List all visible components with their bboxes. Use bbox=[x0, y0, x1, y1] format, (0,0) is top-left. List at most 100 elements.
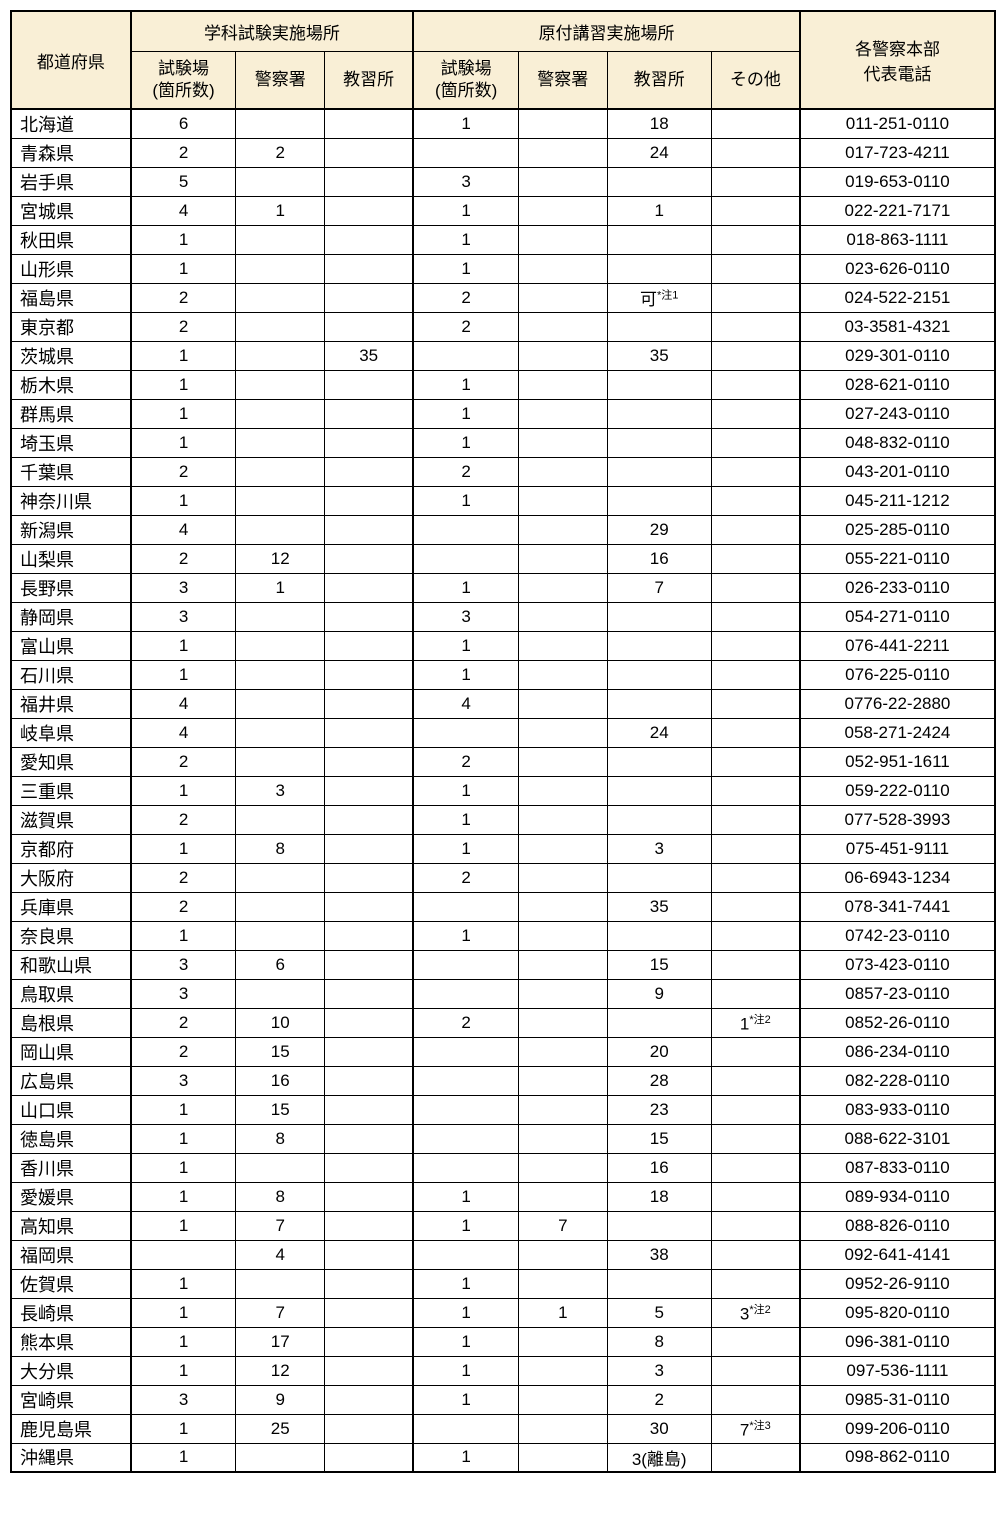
cell-exam-police bbox=[236, 979, 325, 1008]
cell-exam-school bbox=[325, 312, 414, 341]
cell-course-other bbox=[711, 805, 800, 834]
cell-exam-center: 2 bbox=[131, 138, 236, 167]
cell-course-center: 1 bbox=[413, 1356, 518, 1385]
cell-course-police bbox=[518, 486, 607, 515]
cell-course-police bbox=[518, 1182, 607, 1211]
cell-phone: 0742-23-0110 bbox=[800, 921, 995, 950]
cell-phone: 077-528-3993 bbox=[800, 805, 995, 834]
cell-course-other bbox=[711, 718, 800, 747]
cell-prefecture: 滋賀県 bbox=[11, 805, 131, 834]
cell-exam-center: 1 bbox=[131, 1443, 236, 1472]
cell-course-school: 7 bbox=[607, 573, 711, 602]
cell-exam-center: 1 bbox=[131, 1414, 236, 1443]
cell-phone: 027-243-0110 bbox=[800, 399, 995, 428]
cell-phone: 048-832-0110 bbox=[800, 428, 995, 457]
cell-course-other bbox=[711, 370, 800, 399]
cell-phone: 0776-22-2880 bbox=[800, 689, 995, 718]
table-row: 岐阜県424058-271-2424 bbox=[11, 718, 995, 747]
cell-course-school: 8 bbox=[607, 1327, 711, 1356]
cell-exam-school bbox=[325, 660, 414, 689]
cell-phone: 076-225-0110 bbox=[800, 660, 995, 689]
cell-phone: 026-233-0110 bbox=[800, 573, 995, 602]
cell-course-center bbox=[413, 892, 518, 921]
table-row: 京都府1813075-451-9111 bbox=[11, 834, 995, 863]
cell-course-school: 3 bbox=[607, 834, 711, 863]
cell-exam-center: 2 bbox=[131, 1008, 236, 1037]
cell-exam-school bbox=[325, 515, 414, 544]
cell-exam-police bbox=[236, 631, 325, 660]
cell-exam-police bbox=[236, 921, 325, 950]
cell-exam-center: 1 bbox=[131, 660, 236, 689]
table-row: 福井県440776-22-2880 bbox=[11, 689, 995, 718]
cell-prefecture: 埼玉県 bbox=[11, 428, 131, 457]
cell-course-police bbox=[518, 109, 607, 138]
cell-course-school: 15 bbox=[607, 1124, 711, 1153]
table-row: 愛媛県18118089-934-0110 bbox=[11, 1182, 995, 1211]
cell-course-school bbox=[607, 863, 711, 892]
cell-course-other bbox=[711, 544, 800, 573]
cell-phone: 025-285-0110 bbox=[800, 515, 995, 544]
cell-exam-center: 1 bbox=[131, 631, 236, 660]
table-row: 大阪府2206-6943-1234 bbox=[11, 863, 995, 892]
cell-course-police bbox=[518, 979, 607, 1008]
cell-course-center bbox=[413, 544, 518, 573]
table-row: 鳥取県390857-23-0110 bbox=[11, 979, 995, 1008]
cell-exam-police: 3 bbox=[236, 776, 325, 805]
cell-course-center bbox=[413, 1153, 518, 1182]
table-row: 徳島県1815088-622-3101 bbox=[11, 1124, 995, 1153]
cell-course-police bbox=[518, 1153, 607, 1182]
cell-exam-center: 1 bbox=[131, 1124, 236, 1153]
cell-exam-center: 4 bbox=[131, 196, 236, 225]
cell-prefecture: 秋田県 bbox=[11, 225, 131, 254]
cell-exam-school bbox=[325, 1414, 414, 1443]
table-row: 宮城県4111022-221-7171 bbox=[11, 196, 995, 225]
cell-course-center: 3 bbox=[413, 167, 518, 196]
cell-exam-school bbox=[325, 370, 414, 399]
cell-course-center: 1 bbox=[413, 776, 518, 805]
cell-prefecture: 山口県 bbox=[11, 1095, 131, 1124]
cell-exam-center: 2 bbox=[131, 1037, 236, 1066]
cell-course-center: 1 bbox=[413, 631, 518, 660]
cell-course-other bbox=[711, 602, 800, 631]
cell-exam-police bbox=[236, 283, 325, 312]
table-row: 石川県11076-225-0110 bbox=[11, 660, 995, 689]
cell-course-other bbox=[711, 776, 800, 805]
cell-exam-school bbox=[325, 776, 414, 805]
cell-phone: 089-934-0110 bbox=[800, 1182, 995, 1211]
cell-course-police: 1 bbox=[518, 1298, 607, 1327]
table-row: 北海道6118011-251-0110 bbox=[11, 109, 995, 138]
cell-exam-center: 1 bbox=[131, 776, 236, 805]
cell-exam-school bbox=[325, 1182, 414, 1211]
cell-course-center: 1 bbox=[413, 805, 518, 834]
cell-phone: 082-228-0110 bbox=[800, 1066, 995, 1095]
cell-phone: 058-271-2424 bbox=[800, 718, 995, 747]
cell-course-other: 3*注2 bbox=[711, 1298, 800, 1327]
cell-course-center: 1 bbox=[413, 1327, 518, 1356]
table-row: 広島県31628082-228-0110 bbox=[11, 1066, 995, 1095]
cell-course-police: 7 bbox=[518, 1211, 607, 1240]
cell-course-center: 1 bbox=[413, 486, 518, 515]
cell-phone: 052-951-1611 bbox=[800, 747, 995, 776]
cell-exam-school bbox=[325, 1008, 414, 1037]
cell-course-center: 1 bbox=[413, 1182, 518, 1211]
cell-course-school bbox=[607, 1269, 711, 1298]
cell-exam-center: 4 bbox=[131, 718, 236, 747]
cell-course-police bbox=[518, 515, 607, 544]
cell-exam-center: 1 bbox=[131, 341, 236, 370]
cell-course-other bbox=[711, 515, 800, 544]
cell-course-police bbox=[518, 1095, 607, 1124]
cell-prefecture: 神奈川県 bbox=[11, 486, 131, 515]
cell-course-school: 5 bbox=[607, 1298, 711, 1327]
cell-course-other bbox=[711, 950, 800, 979]
cell-exam-police bbox=[236, 109, 325, 138]
cell-phone: 097-536-1111 bbox=[800, 1356, 995, 1385]
cell-exam-police: 7 bbox=[236, 1298, 325, 1327]
cell-prefecture: 島根県 bbox=[11, 1008, 131, 1037]
cell-exam-school bbox=[325, 544, 414, 573]
table-row: 熊本県11718096-381-0110 bbox=[11, 1327, 995, 1356]
cell-course-police bbox=[518, 341, 607, 370]
cell-exam-school bbox=[325, 1037, 414, 1066]
cell-course-police bbox=[518, 921, 607, 950]
table-row: 静岡県33054-271-0110 bbox=[11, 602, 995, 631]
table-row: 埼玉県11048-832-0110 bbox=[11, 428, 995, 457]
